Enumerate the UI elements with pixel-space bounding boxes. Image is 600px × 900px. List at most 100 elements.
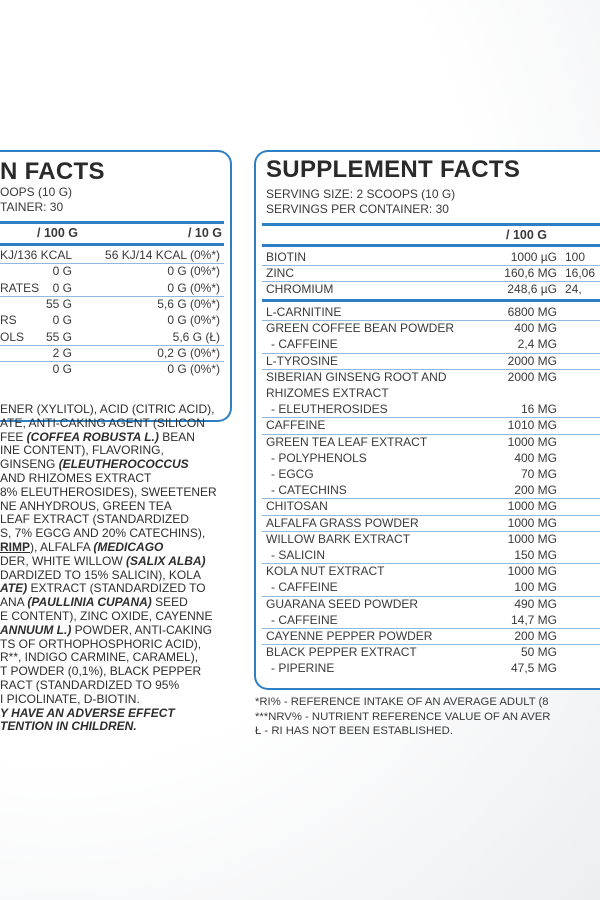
ingredient-label: CHITOSAN <box>266 499 328 514</box>
ingredients-segment: RIMP <box>0 539 30 554</box>
table-row: KJ/136 KCAL 56 KJ/14 KCAL (0%*) <box>0 247 224 265</box>
ingredients-segment: I PICOLINATE, D-BIOTIN. <box>0 691 140 706</box>
ingredient-label: KOLA NUT EXTRACT <box>266 564 385 579</box>
value-100g: 100 MG <box>514 580 557 595</box>
table-row: - EGCG 70 MG <box>262 466 600 482</box>
table-row: - SALICIN 150 MG <box>262 547 600 565</box>
ingredients-line: NE ANHYDROUS, GREEN TEA <box>0 498 250 514</box>
value-100g: 160,6 MG <box>504 266 557 281</box>
ingredient-label: - PIPERINE <box>271 661 335 676</box>
value-10g: 16,06 <box>565 266 596 281</box>
nutrient-label: OLS <box>0 329 25 344</box>
ingredients-line: TS OF ORTHOPHOSPHORIC ACID), <box>0 636 250 652</box>
value-100g: 400 MG <box>514 450 557 465</box>
ingredients-segment: DARDIZED TO 15% SALICIN), KOLA <box>0 567 201 582</box>
value-10g: 100 <box>565 250 586 264</box>
table-row: 0 G 0 G (0%*) <box>0 263 224 279</box>
table-row: CHROMIUM 248,6 µG 24, <box>262 281 600 297</box>
footnotes: *RI% - REFERENCE INTAKE OF AN AVERAGE AD… <box>255 695 600 739</box>
table-row: ALFALFA GRASS POWDER 1000 MG <box>262 515 600 532</box>
ingredients-segment: ANNUUM L.) <box>0 622 72 637</box>
table-row: - CAFFEINE 100 MG <box>262 579 600 597</box>
value-100g: 6800 MG <box>507 305 557 319</box>
col-header-100g: / 100 G <box>37 226 78 240</box>
ingredient-label: - SALICIN <box>271 548 326 562</box>
ingredients-segment: (COFFEA ROBUSTA L.) <box>26 429 159 444</box>
ingredients-line: ATE) EXTRACT (STANDARDIZED TO <box>0 581 250 596</box>
ingredient-label: ALFALFA GRASS POWDER <box>266 515 419 530</box>
ingredients-line: ANNUUM L.) POWDER, ANTI-CAKING <box>0 622 250 638</box>
value-100g: 200 MG <box>514 629 557 643</box>
nutrient-label: RS <box>0 313 17 328</box>
table-row: GUARANA SEED POWDER 490 MG <box>262 596 600 612</box>
ingredients-segment: R**, INDIGO CARMINE, CARAMEL), <box>0 650 199 665</box>
serving-size: OOPS (10 G) <box>0 185 73 199</box>
value-10g: 0 G (0%*) <box>167 362 220 377</box>
divider <box>0 221 224 224</box>
ingredients-line: Y HAVE AN ADVERSE EFFECT <box>0 705 250 721</box>
ingredients-line: ENER (XYLITOL), ACID (CITRIC ACID), <box>0 402 250 417</box>
ingredient-label: - CAFFEINE <box>271 612 338 627</box>
ingredients-line: LEAF EXTRACT (STANDARDIZED <box>0 512 250 527</box>
ingredients-segment: E CONTENT), ZINC OXIDE, CAYENNE <box>0 608 213 623</box>
value-100g: 490 MG <box>514 596 557 611</box>
table-row: - CATECHINS 200 MG <box>262 482 600 500</box>
table-row: ZINC 160,6 MG 16,06 <box>262 265 600 283</box>
value-100g: 0 G <box>52 313 72 328</box>
table-row: BIOTIN 1000 µG 100 <box>262 249 600 267</box>
ingredients-line: ATE, ANTI-CAKING AGENT (SILICON <box>0 416 250 431</box>
value-10g: 0 G (0%*) <box>167 264 220 279</box>
value-10g: 5,6 G (0%*) <box>157 296 220 311</box>
ingredients-segment: S, 7% EGCG AND 20% CATECHINS), <box>0 526 206 541</box>
footnote: Ł - RI HAS NOT BEEN ESTABLISHED. <box>255 725 453 737</box>
ingredient-label: GREEN COFFEE BEAN POWDER <box>266 321 455 336</box>
table-row: KOLA NUT EXTRACT 1000 MG <box>262 563 600 579</box>
value-100g: 2000 MG <box>507 353 557 368</box>
table-row: - CAFFEINE 2,4 MG <box>262 336 600 354</box>
ingredients-segment: DER, WHITE WILLOW <box>0 553 126 568</box>
value-100g: 70 MG <box>520 467 557 481</box>
ingredients-segment: NE ANHYDROUS, GREEN TEA <box>0 498 172 513</box>
value-10g: 0 G (0%*) <box>167 313 220 328</box>
ingredients-segment: ANA <box>0 595 28 610</box>
ingredients-segment: (MEDICAGO <box>93 539 164 554</box>
ingredient-label: CAFFEINE <box>266 418 326 433</box>
value-100g: 14,7 MG <box>510 612 557 627</box>
ingredient-label: - POLYPHENOLS <box>271 450 367 465</box>
ingredients-segment: TS OF ORTHOPHOSPHORIC ACID), <box>0 636 202 651</box>
value-100g: 50 MG <box>520 645 557 660</box>
value-10g: 5,6 G (Ł) <box>172 329 220 344</box>
ingredients-segment: T POWDER (0,1%), BLACK PEPPER <box>0 664 202 679</box>
ingredients-line: T POWDER (0,1%), BLACK PEPPER <box>0 664 250 679</box>
ingredients-line: R**, INDIGO CARMINE, CARAMEL), <box>0 650 250 665</box>
ingredients-segment: GINSENG <box>0 457 59 472</box>
value-100g: 2000 MG <box>507 369 557 384</box>
table-row: GREEN COFFEE BEAN POWDER 400 MG <box>262 320 600 336</box>
ingredient-label: - CATECHINS <box>271 483 347 498</box>
ingredients-line: 8% ELEUTHEROSIDES), SWEETENER <box>0 485 250 500</box>
divider <box>262 299 600 302</box>
ingredient-label: BLACK PEPPER EXTRACT <box>266 645 417 660</box>
ingredients-line: I PICOLINATE, D-BIOTIN. <box>0 691 250 707</box>
ingredient-label: WILLOW BARK EXTRACT <box>266 531 411 546</box>
ingredients-segment: TENTION IN CHILDREN. <box>0 719 137 734</box>
ingredients-line: RIMP), ALFALFA (MEDICAGO <box>0 539 250 555</box>
supplement-title: SUPPLEMENT FACTS <box>266 156 521 183</box>
nutrition-facts-panel: N FACTS OOPS (10 G) TAINER: 30 / 100 G /… <box>0 150 232 422</box>
servings-per-container: SERVINGS PER CONTAINER: 30 <box>266 202 449 216</box>
value-100g: 0 G <box>52 280 72 295</box>
table-row: SIBERIAN GINSENG ROOT AND 2000 MG <box>262 369 600 385</box>
servings-per-container: TAINER: 30 <box>0 200 64 214</box>
ingredients-segment: Y HAVE AN ADVERSE EFFECT <box>0 705 175 720</box>
ingredient-label: SIBERIAN GINSENG ROOT AND <box>266 369 447 384</box>
ingredient-label: GUARANA SEED POWDER <box>266 596 419 611</box>
value-10g: 0 G (0%*) <box>167 280 220 295</box>
divider <box>262 223 600 226</box>
value-100g: 55 G <box>45 296 72 311</box>
table-row: - CAFFEINE 14,7 MG <box>262 612 600 629</box>
ingredients-segment: INE CONTENT), FLAVORING, <box>0 443 164 458</box>
ingredients-segment: FEE <box>0 429 27 444</box>
ingredient-label: RHIZOMES EXTRACT <box>266 386 389 400</box>
ingredient-label: BIOTIN <box>266 250 307 264</box>
table-row: 2 G 0,2 G (0%*) <box>0 345 224 362</box>
